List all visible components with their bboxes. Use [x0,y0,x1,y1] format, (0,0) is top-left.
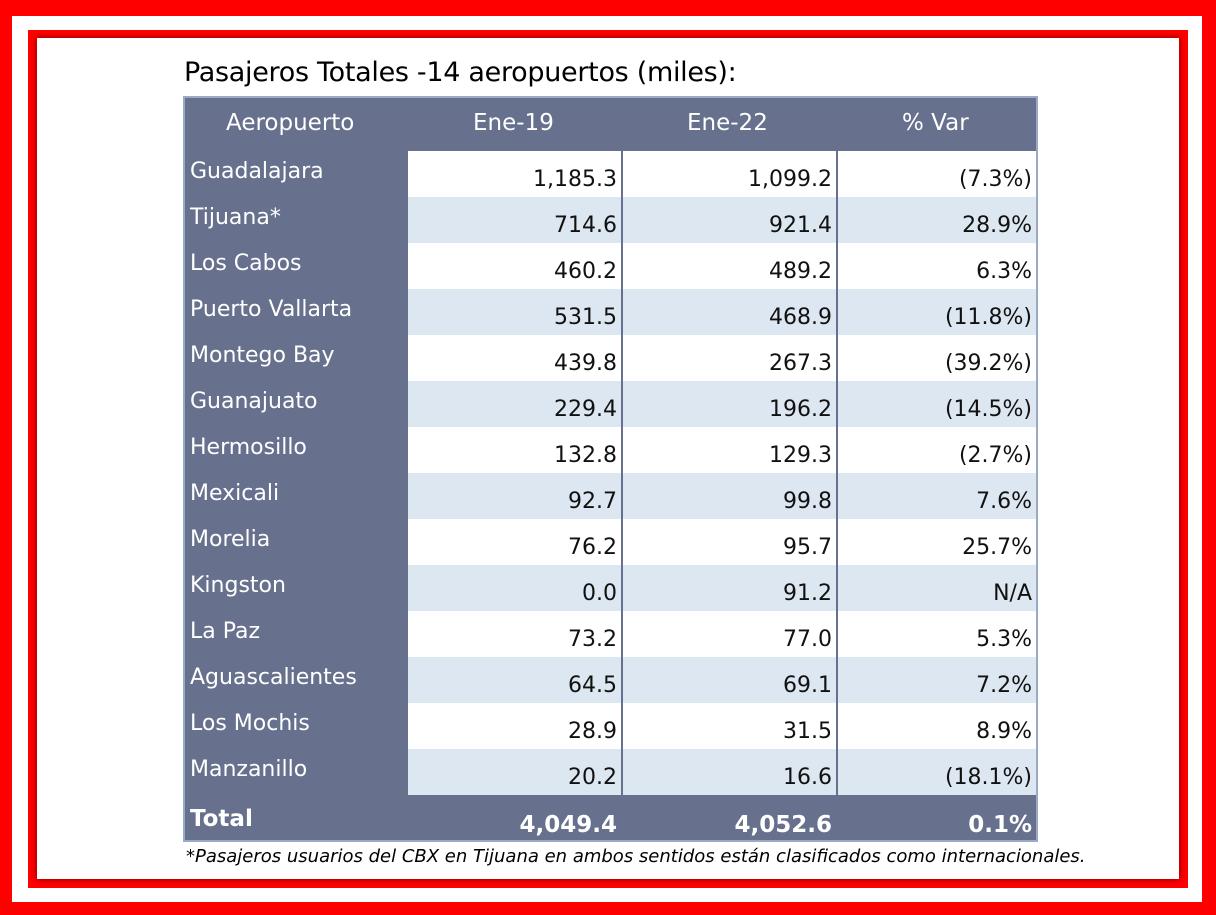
airport-name: La Paz [190,619,261,644]
table-row: Manzanillo 20.2 16.6 (18.1%) [185,749,1036,795]
airport-name: Hermosillo [190,435,307,460]
header-ene-22: Ene-22 [687,110,768,136]
value-ene-22: 91.2 [623,565,836,611]
total-var: 0.1% [968,812,1032,838]
total-label: Total [190,806,253,832]
value-ene-19: 714.6 [408,197,621,243]
table-title: Pasajeros Totales -14 aeropuertos (miles… [184,57,737,88]
value-var: 8.9% [838,703,1036,749]
value-ene-19: 439.8 [408,335,621,381]
table-row: La Paz 73.2 77.0 5.3% [185,611,1036,657]
value-ene-22: 99.8 [623,473,836,519]
airport-name: Puerto Vallarta [190,297,353,322]
airport-name: Morelia [190,527,271,552]
header-var: % Var [902,110,969,136]
table-row: Puerto Vallarta 531.5 468.9 (11.8%) [185,289,1036,335]
airport-name: Guanajuato [190,389,318,414]
header-ene-19: Ene-19 [473,110,554,136]
value-ene-19: 1,185.3 [408,151,621,197]
value-var: 7.6% [838,473,1036,519]
value-ene-19: 132.8 [408,427,621,473]
table-row: Guanajuato 229.4 196.2 (14.5%) [185,381,1036,427]
table-row: Morelia 76.2 95.7 25.7% [185,519,1036,565]
table-row: Aguascalientes 64.5 69.1 7.2% [185,657,1036,703]
value-var: 5.3% [838,611,1036,657]
value-ene-19: 460.2 [408,243,621,289]
airport-name: Los Cabos [190,251,302,276]
table-row: Mexicali 92.7 99.8 7.6% [185,473,1036,519]
airport-name: Guadalajara [190,159,324,184]
total-ene-19: 4,049.4 [519,812,618,838]
value-var: N/A [838,565,1036,611]
value-var: (14.5%) [838,381,1036,427]
airport-name: Manzanillo [190,757,308,782]
table-row: Hermosillo 132.8 129.3 (2.7%) [185,427,1036,473]
header-aeropuerto: Aeropuerto [226,110,355,136]
airport-name: Los Mochis [190,711,310,736]
airport-name: Montego Bay [190,343,335,368]
airport-name: Mexicali [190,481,280,506]
table-row: Tijuana* 714.6 921.4 28.9% [185,197,1036,243]
value-var: 25.7% [838,519,1036,565]
value-ene-19: 531.5 [408,289,621,335]
table-row: Kingston 0.0 91.2 N/A [185,565,1036,611]
airport-name: Aguascalientes [190,665,357,690]
value-ene-19: 0.0 [408,565,621,611]
value-var: (39.2%) [838,335,1036,381]
table-row: Guadalajara 1,185.3 1,099.2 (7.3%) [185,151,1036,197]
value-ene-19: 229.4 [408,381,621,427]
value-var: 28.9% [838,197,1036,243]
total-ene-22: 4,052.6 [734,812,833,838]
value-ene-22: 267.3 [623,335,836,381]
value-ene-22: 921.4 [623,197,836,243]
value-ene-19: 28.9 [408,703,621,749]
value-ene-22: 16.6 [623,749,836,795]
value-ene-19: 76.2 [408,519,621,565]
value-var: (11.8%) [838,289,1036,335]
value-var: (2.7%) [838,427,1036,473]
value-ene-19: 64.5 [408,657,621,703]
footnote: *Pasajeros usuarios del CBX en Tijuana e… [186,846,1086,867]
value-ene-19: 73.2 [408,611,621,657]
value-ene-19: 20.2 [408,749,621,795]
value-ene-19: 92.7 [408,473,621,519]
value-ene-22: 129.3 [623,427,836,473]
table-row: Los Cabos 460.2 489.2 6.3% [185,243,1036,289]
value-var: 6.3% [838,243,1036,289]
value-ene-22: 95.7 [623,519,836,565]
value-ene-22: 196.2 [623,381,836,427]
value-ene-22: 31.5 [623,703,836,749]
airport-name: Kingston [190,573,286,598]
value-ene-22: 77.0 [623,611,836,657]
value-ene-22: 489.2 [623,243,836,289]
table-row: Montego Bay 439.8 267.3 (39.2%) [185,335,1036,381]
value-ene-22: 69.1 [623,657,836,703]
value-ene-22: 468.9 [623,289,836,335]
value-var: (7.3%) [838,151,1036,197]
value-ene-22: 1,099.2 [623,151,836,197]
table-row: Los Mochis 28.9 31.5 8.9% [185,703,1036,749]
airport-name: Tijuana* [190,205,281,230]
value-var: (18.1%) [838,749,1036,795]
value-var: 7.2% [838,657,1036,703]
